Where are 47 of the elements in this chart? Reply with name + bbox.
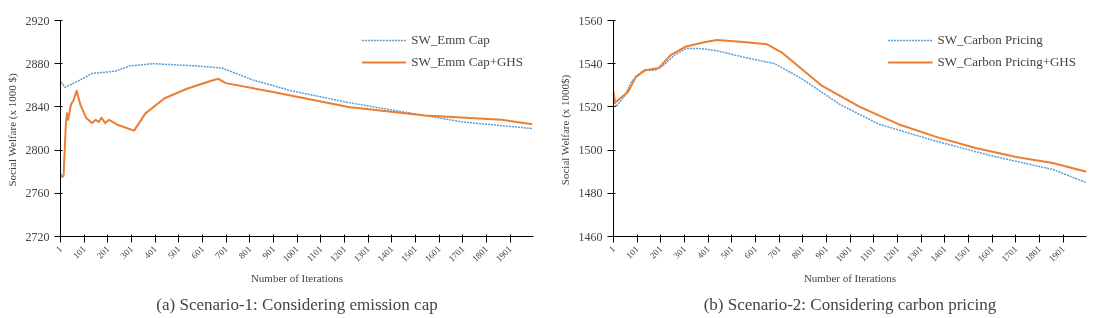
y-tick-label: 1460 bbox=[578, 229, 603, 244]
y-tick-label: 1540 bbox=[578, 56, 603, 71]
y-axis-title: Social Welfare (x 1000$) bbox=[558, 74, 572, 186]
y-tick-label: 1480 bbox=[578, 186, 603, 201]
x-tick-label: 201 bbox=[647, 243, 665, 261]
x-tick-label: 901 bbox=[260, 243, 277, 261]
y-tick-label: 2800 bbox=[25, 143, 50, 158]
y-tick-label: 1520 bbox=[578, 99, 603, 114]
text: (b) Scenario-2: Considering carbon pricing bbox=[703, 294, 997, 314]
y-tick-label: 2760 bbox=[25, 186, 50, 201]
x-tick-label: 401 bbox=[142, 243, 159, 261]
x-tick-label: 101 bbox=[624, 243, 641, 261]
x-axis-title: Number of Iterations bbox=[803, 272, 897, 285]
x-tick-label: 901 bbox=[813, 243, 830, 261]
x-tick-label: 501 bbox=[718, 243, 736, 261]
legend-label: SW_Carbon Pricing+GHS bbox=[937, 54, 1076, 70]
x-tick-label: 701 bbox=[766, 243, 783, 261]
x-tick-label: 1 bbox=[606, 243, 618, 255]
x-tick-label: 601 bbox=[189, 243, 207, 261]
y-tick-label: 2840 bbox=[25, 99, 50, 114]
y-tick-label: 2880 bbox=[25, 56, 50, 71]
x-tick-label: 801 bbox=[789, 243, 807, 261]
legend-label: SW_Emm Cap bbox=[411, 32, 490, 48]
x-tick-label: 501 bbox=[165, 243, 183, 261]
x-tick-label: 801 bbox=[236, 243, 254, 261]
y-tick-label: 1560 bbox=[578, 13, 603, 28]
x-tick-label: 1801 bbox=[1023, 243, 1043, 264]
x-tick-label: 1 bbox=[53, 243, 65, 255]
x-tick-label: 201 bbox=[94, 243, 112, 261]
legend-label: SW_Carbon Pricing bbox=[937, 32, 1043, 48]
x-tick-label: 101 bbox=[71, 243, 88, 261]
x-tick-label: 701 bbox=[213, 243, 230, 261]
x-tick-label: 601 bbox=[742, 243, 760, 261]
x-tick-label: 1501 bbox=[399, 243, 419, 264]
x-tick-label: 401 bbox=[695, 243, 712, 261]
y-tick-label: 2920 bbox=[25, 13, 50, 28]
x-tick-label: 301 bbox=[118, 243, 136, 261]
y-tick-label: 1500 bbox=[578, 143, 603, 158]
x-tick-label: 1501 bbox=[952, 243, 972, 264]
x-tick-label: 301 bbox=[671, 243, 689, 261]
y-tick-label: 2720 bbox=[25, 229, 50, 244]
x-axis-title: Number of Iterations bbox=[250, 272, 344, 285]
x-tick-label: 1801 bbox=[470, 243, 490, 264]
legend-label: SW_Emm Cap+GHS bbox=[411, 54, 523, 70]
y-axis-title: Social Welfare (x 1000 $) bbox=[5, 73, 19, 187]
text: (a) Scenario-1: Considering emission cap bbox=[156, 294, 438, 314]
line-series bbox=[60, 77, 534, 179]
